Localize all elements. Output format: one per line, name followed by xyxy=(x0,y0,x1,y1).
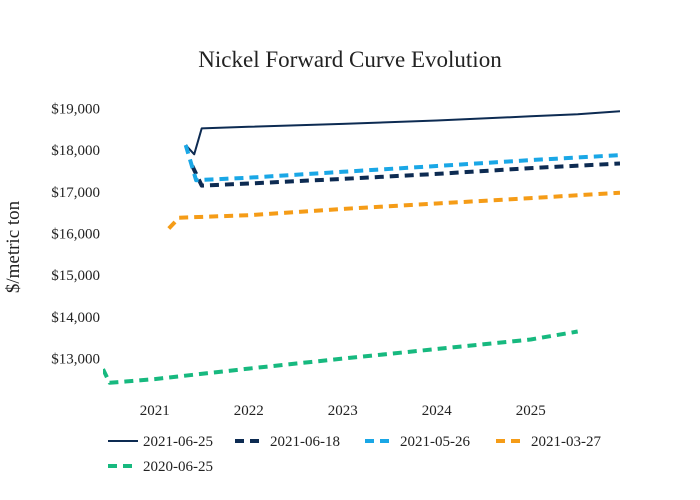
series-line-2021-03-27 xyxy=(167,190,620,230)
y-axis-title: $/metric ton xyxy=(3,200,24,293)
y-tick-label: $13,000 xyxy=(51,352,100,368)
y-tick-label: $14,000 xyxy=(51,310,100,326)
x-tick-label: 2023 xyxy=(328,403,358,419)
legend-label: 2021-05-26 xyxy=(400,434,470,450)
legend: 2021-06-25 2021-06-18 2021-05-26 2021-03-27… xyxy=(108,434,601,475)
y-tick-label: $18,000 xyxy=(51,143,100,159)
series-line-2021-05-26 xyxy=(183,144,620,183)
x-tick-label: 2021 xyxy=(140,403,170,419)
legend-label: 2021-06-18 xyxy=(270,434,340,450)
series-line-2021-06-25 xyxy=(184,110,620,156)
y-tick-label: $16,000 xyxy=(51,227,100,243)
y-tick-label: $17,000 xyxy=(51,185,100,201)
legend-label: 2021-06-25 xyxy=(143,434,213,450)
series-line-2020-06-25 xyxy=(103,329,579,385)
x-axis-ticks: 2021 2022 2023 2024 2025 xyxy=(140,403,546,419)
chart-title: Nickel Forward Curve Evolution xyxy=(198,47,502,72)
series-line-2021-06-18 xyxy=(190,161,620,188)
y-tick-label: $19,000 xyxy=(51,101,100,117)
plot-area xyxy=(103,110,620,385)
x-tick-label: 2024 xyxy=(422,403,453,419)
y-axis-ticks: $13,000 $14,000 $15,000 $16,000 $17,000 $18,0… xyxy=(51,101,100,367)
x-tick-label: 2025 xyxy=(516,403,546,419)
legend-label: 2021-03-27 xyxy=(531,434,601,450)
x-tick-label: 2022 xyxy=(234,403,264,419)
legend-label: 2020-06-25 xyxy=(143,459,213,475)
y-tick-label: $15,000 xyxy=(51,268,100,284)
